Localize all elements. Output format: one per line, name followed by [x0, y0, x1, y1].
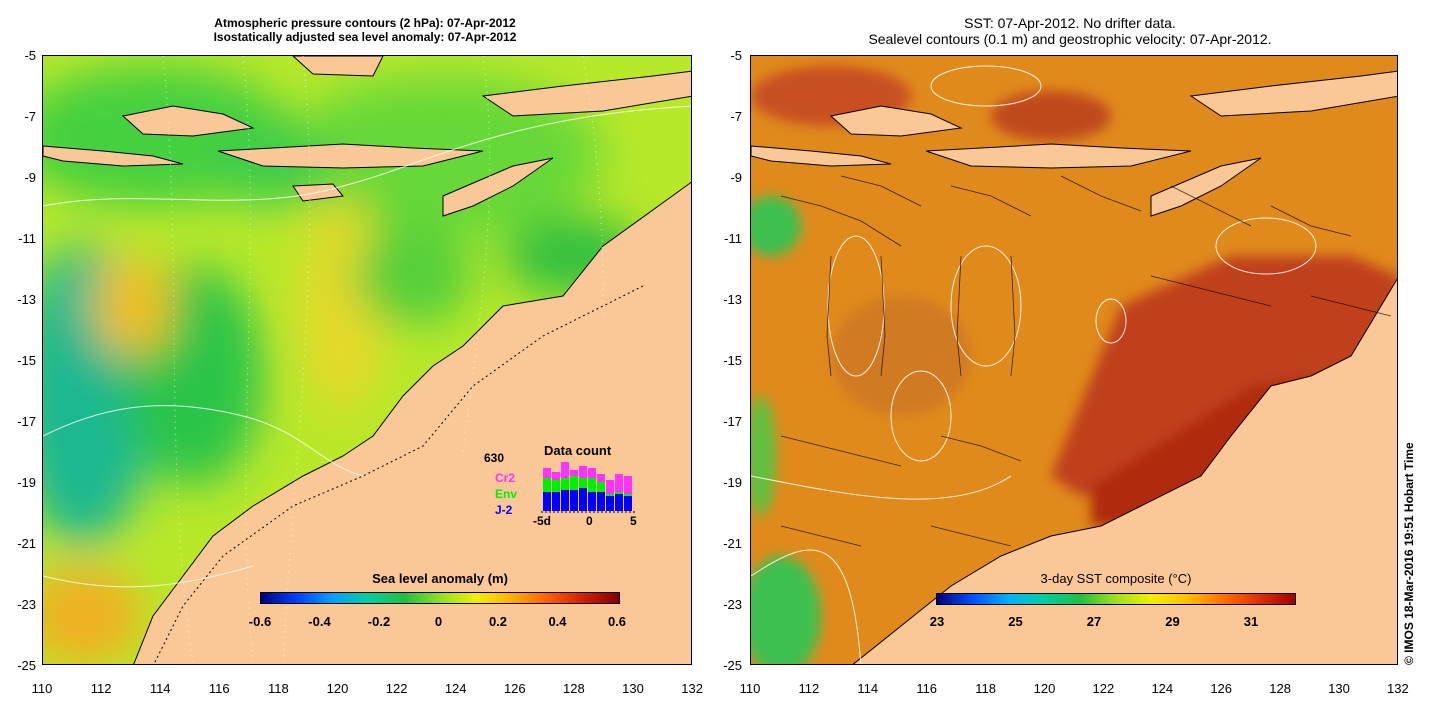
island-sulawesi-tip — [292, 56, 384, 77]
colorbar-tick-label: 0.6 — [607, 614, 627, 629]
data-count-total: 630 — [484, 451, 505, 465]
x-tick-label: 112 — [90, 681, 112, 696]
y-tick-label: -11 — [724, 231, 742, 246]
sla-colorbar — [260, 592, 620, 604]
right-title-line1: SST: 07-Apr-2012. No drifter data. — [964, 15, 1176, 31]
x-tick-label: 122 — [385, 681, 408, 696]
data-count-series-cr2: Cr2 — [495, 471, 516, 485]
y-tick-label: -21 — [17, 536, 36, 551]
data-count-chart — [541, 462, 635, 513]
y-tick-label: -21 — [723, 536, 742, 551]
colorbar-tick-label: -0.2 — [367, 614, 391, 629]
colorbar-tick-label: 0.2 — [488, 614, 508, 629]
x-tick-label: 130 — [622, 681, 644, 696]
sla-colorbar-title: Sea level anomaly (m) — [372, 571, 508, 586]
sla-map-svg — [43, 56, 691, 664]
data-count-title: Data count — [544, 443, 612, 458]
y-tick-label: -15 — [723, 353, 742, 368]
colorbar-tick-label: 29 — [1165, 614, 1180, 629]
colorbar-tick-label: 31 — [1243, 614, 1259, 629]
x-tick-label: 130 — [1328, 681, 1350, 696]
x-tick-label: 116 — [916, 681, 938, 696]
x-tick-label: 112 — [798, 681, 820, 696]
x-tick-label: 114 — [149, 681, 171, 696]
y-tick-label: -9 — [24, 170, 36, 185]
island-java-east — [121, 105, 255, 137]
australia-mainland — [133, 181, 691, 664]
right-title-line2: Sealevel contours (0.1 m) and geostrophi… — [868, 31, 1272, 47]
imos-credit: © IMOS 18-Mar-2016 19:51 Hobart Time — [1402, 442, 1416, 665]
y-tick-label: -23 — [723, 597, 742, 612]
x-tick-label: 132 — [681, 681, 703, 696]
y-tick-label: -13 — [723, 292, 742, 307]
y-tick-label: -23 — [17, 597, 36, 612]
left-title-line2: Isostatically adjusted sea level anomaly… — [213, 30, 517, 44]
x-tick-label: 122 — [1092, 681, 1115, 696]
x-tick-label: 124 — [444, 681, 467, 696]
x-tick-label: 128 — [563, 681, 585, 696]
australia-mainland-right — [852, 278, 1397, 664]
x-tick-label: 110 — [739, 681, 761, 696]
y-tick-label: -19 — [723, 475, 742, 490]
colorbar-tick-label: 23 — [929, 614, 945, 629]
y-tick-label: -11 — [18, 231, 36, 246]
y-tick-label: -13 — [17, 292, 36, 307]
x-tick-label: 132 — [1387, 681, 1409, 696]
island-timor — [442, 157, 554, 217]
left-title-line1: Atmospheric pressure contours (2 hPa): 0… — [214, 16, 516, 30]
pressure-contours — [43, 105, 691, 588]
y-tick-label: -9 — [730, 170, 742, 185]
x-tick-label: 120 — [326, 681, 349, 696]
y-tick-label: -25 — [723, 658, 742, 673]
y-tick-label: -7 — [730, 109, 742, 124]
colorbar-tick-label: 27 — [1086, 614, 1102, 629]
data-count-bars — [543, 462, 632, 511]
x-tick-label: 118 — [975, 681, 996, 696]
data-count-axis-start: -5d — [533, 514, 551, 528]
land-masses — [43, 56, 691, 664]
data-count-axis-zero: 0 — [586, 514, 593, 528]
geostrophic-velocity — [780, 175, 1392, 547]
data-count-series-env: Env — [495, 487, 518, 501]
x-tick-label: 126 — [1210, 681, 1233, 696]
x-tick-label: 110 — [31, 681, 53, 696]
y-tick-label: -17 — [723, 414, 742, 429]
colorbar-tick-label: 25 — [1008, 614, 1023, 629]
colorbar-tick-label: 0.4 — [548, 614, 567, 629]
data-count-series-j2: J-2 — [495, 503, 513, 517]
y-tick-label: -5 — [24, 48, 36, 63]
right-panel-title: SST: 07-Apr-2012. No drifter data. Seale… — [740, 15, 1400, 47]
x-tick-label: 120 — [1033, 681, 1056, 696]
island-bali-lombok — [43, 145, 184, 167]
data-count-axis-end: 5 — [630, 514, 637, 528]
x-tick-label: 114 — [857, 681, 879, 696]
sst-colorbar-title: 3-day SST composite (°C) — [1040, 571, 1192, 586]
sst-map-svg — [751, 56, 1397, 664]
x-tick-label: 116 — [208, 681, 230, 696]
x-tick-label: 118 — [268, 681, 289, 696]
y-tick-label: -17 — [17, 414, 36, 429]
colorbar-tick-label: -0.6 — [248, 614, 272, 629]
y-tick-label: -7 — [24, 109, 36, 124]
colorbar-tick-label: -0.4 — [308, 614, 331, 629]
pressure-dotted-contours — [162, 56, 604, 664]
sea-level-anomaly-map[interactable] — [42, 55, 692, 665]
x-tick-label: 126 — [503, 681, 526, 696]
y-tick-label: -5 — [730, 48, 742, 63]
sst-colorbar — [936, 593, 1296, 605]
y-tick-label: -15 — [17, 353, 36, 368]
sealevel-contours — [751, 65, 1317, 664]
sst-map[interactable] — [750, 55, 1398, 665]
y-tick-label: -25 — [17, 658, 36, 673]
colorbar-tick-label: 0 — [434, 614, 443, 629]
land-masses-right — [751, 70, 1397, 664]
y-tick-label: -19 — [17, 475, 36, 490]
x-tick-label: 124 — [1151, 681, 1174, 696]
island-banda — [481, 70, 691, 117]
shelf-contour — [153, 285, 644, 664]
left-panel-title: Atmospheric pressure contours (2 hPa): 0… — [130, 16, 600, 44]
x-tick-label: 128 — [1269, 681, 1291, 696]
